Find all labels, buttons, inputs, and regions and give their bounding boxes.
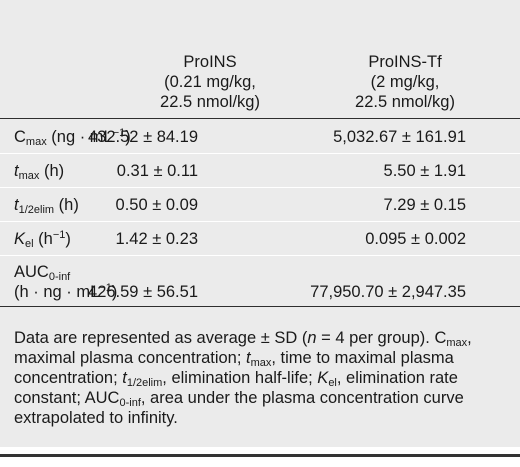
cell-cmax-proins-tf: 5,032.67 ± 161.91 xyxy=(333,128,466,146)
column-name: ProINS-Tf xyxy=(368,53,442,71)
cell-thalf-proins: 0.50 ± 0.09 xyxy=(115,196,198,214)
cell-cmax-proins: 432.52 ± 84.19 xyxy=(88,128,198,146)
column-dose: (0.21 mg/kg, xyxy=(164,73,256,91)
column-header-proins-tf: ProINS-Tf (2 mg/kg, 22.5 nmol/kg) xyxy=(290,52,520,112)
page-rule xyxy=(0,454,520,457)
column-molar: 22.5 nmol/kg) xyxy=(160,93,260,111)
column-name: ProINS xyxy=(183,53,237,71)
row-divider xyxy=(0,187,520,188)
row-divider xyxy=(0,255,520,256)
column-molar: 22.5 nmol/kg) xyxy=(355,93,455,111)
cell-tmax-proins-tf: 5.50 ± 1.91 xyxy=(383,162,466,180)
table-footnote: Data are represented as average ± SD (n … xyxy=(14,329,472,427)
cell-auc-proins: 426.59 ± 56.51 xyxy=(88,283,198,301)
table-panel xyxy=(0,0,520,447)
row-label-thalf: t1/2elim (h) xyxy=(14,196,79,216)
row-label-auc: AUC0-inf xyxy=(14,263,71,283)
row-label-kel: Kel (h−1) xyxy=(14,229,71,250)
table-bottom-rule xyxy=(0,306,520,307)
cell-thalf-proins-tf: 7.29 ± 0.15 xyxy=(383,196,466,214)
row-divider xyxy=(0,221,520,222)
cell-tmax-proins: 0.31 ± 0.11 xyxy=(116,162,198,180)
cell-kel-proins-tf: 0.095 ± 0.002 xyxy=(365,230,466,248)
column-dose: (2 mg/kg, xyxy=(370,73,440,91)
row-divider xyxy=(0,153,520,154)
cell-kel-proins: 1.42 ± 0.23 xyxy=(115,230,198,248)
row-label-auc-unit: (h · ng · mL−1) xyxy=(14,282,118,302)
row-label-tmax: tmax (h) xyxy=(14,162,65,182)
cell-auc-proins-tf: 77,950.70 ± 2,947.35 xyxy=(310,283,466,301)
header-rule xyxy=(0,118,520,119)
row-label-cmax: Cmax (ng · mL−1) xyxy=(14,127,131,148)
column-header-proins: ProINS (0.21 mg/kg, 22.5 nmol/kg) xyxy=(150,52,270,112)
